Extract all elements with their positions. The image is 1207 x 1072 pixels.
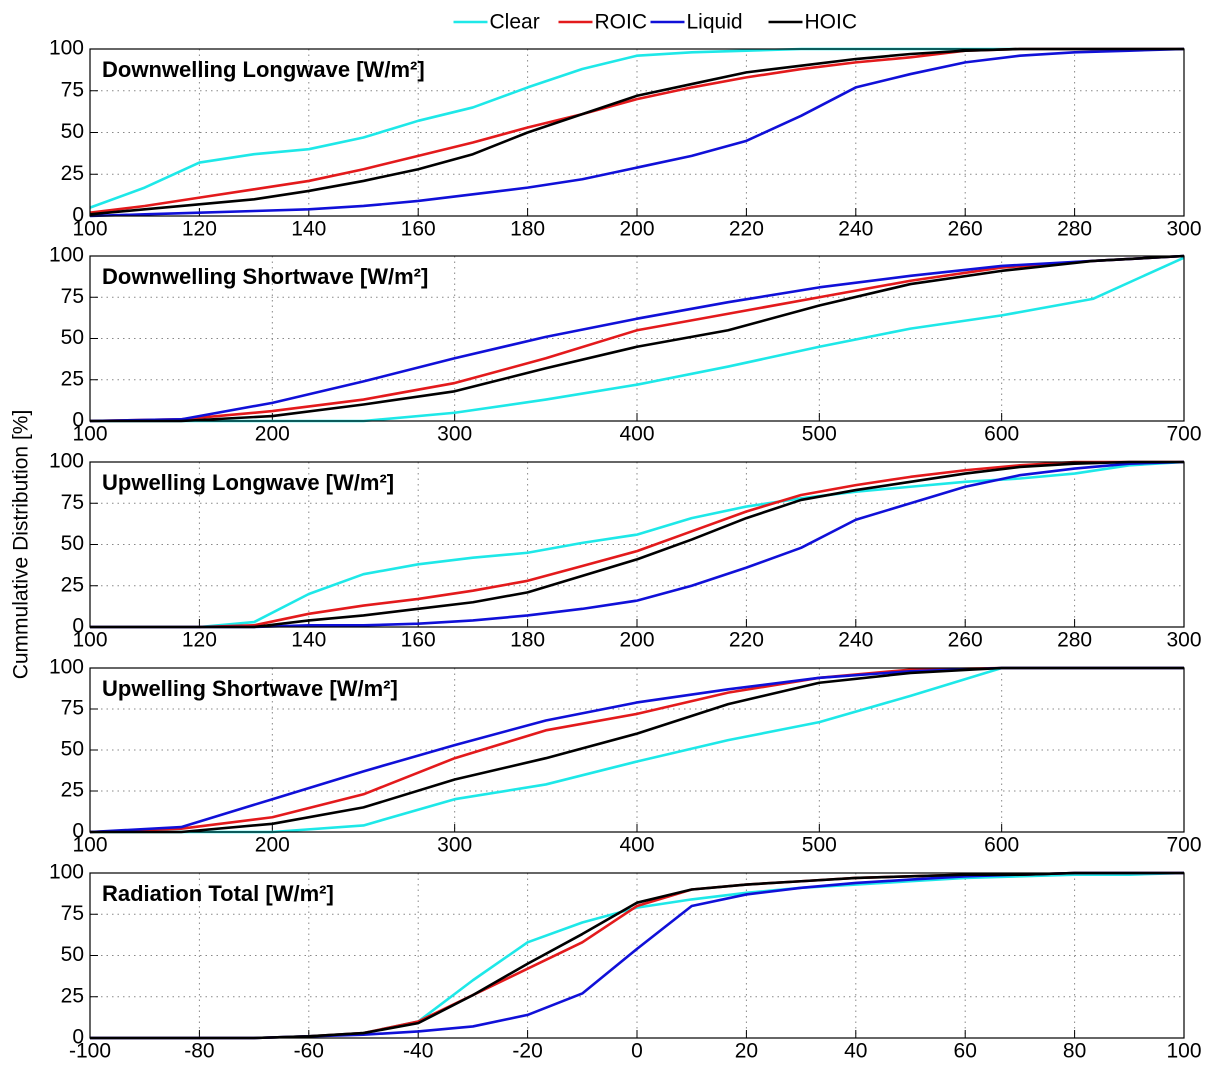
x-tick-label: -100 bbox=[69, 1040, 111, 1063]
x-tick-label: 120 bbox=[182, 629, 217, 652]
y-tick-label: 100 bbox=[49, 244, 84, 267]
x-tick-label: 220 bbox=[729, 629, 764, 652]
x-tick-label: 200 bbox=[255, 834, 290, 857]
x-tick-label: -80 bbox=[184, 1040, 214, 1063]
y-tick-label: 50 bbox=[61, 738, 84, 761]
x-tick-label: 140 bbox=[291, 218, 326, 241]
x-tick-label: 600 bbox=[984, 834, 1019, 857]
x-tick-label: 300 bbox=[1166, 629, 1201, 652]
x-tick-label: 700 bbox=[1166, 423, 1201, 446]
x-tick-label: 100 bbox=[72, 834, 107, 857]
y-tick-label: 100 bbox=[49, 861, 84, 884]
plot-frame bbox=[89, 461, 1185, 628]
x-tick-label: 0 bbox=[631, 1040, 643, 1063]
x-tick-label: 280 bbox=[1057, 629, 1092, 652]
y-tick-label: 100 bbox=[49, 656, 84, 679]
series-line bbox=[89, 254, 1185, 423]
y-tick-label: 0 bbox=[72, 820, 84, 843]
x-tick-label: 260 bbox=[948, 218, 983, 241]
x-tick-label: 180 bbox=[510, 629, 545, 652]
y-tick-label: 100 bbox=[49, 450, 84, 473]
y-tick-label: 0 bbox=[72, 1026, 84, 1049]
x-tick-label: 400 bbox=[619, 423, 654, 446]
x-tick-label: -40 bbox=[403, 1040, 433, 1063]
plot-frame bbox=[89, 667, 1185, 833]
x-tick-label: 240 bbox=[838, 629, 873, 652]
series-line bbox=[90, 254, 1185, 423]
x-tick-label: 700 bbox=[1166, 834, 1201, 857]
x-tick-label: 100 bbox=[1166, 1040, 1201, 1063]
x-tick-label: -60 bbox=[294, 1040, 324, 1063]
y-tick-label: 50 bbox=[61, 532, 84, 555]
x-tick-label: 200 bbox=[619, 629, 654, 652]
y-tick-label: 50 bbox=[61, 326, 84, 349]
y-tick-label: 75 bbox=[61, 491, 84, 514]
y-tick-label: 0 bbox=[72, 615, 84, 638]
x-tick-label: 300 bbox=[437, 834, 472, 857]
legend-label: HOIC bbox=[805, 11, 858, 34]
plot-frame bbox=[89, 255, 1185, 422]
y-tick-label: 50 bbox=[61, 943, 84, 966]
panel-title: Radiation Total [W/m²] bbox=[102, 881, 334, 906]
legend-label: ROIC bbox=[595, 11, 648, 34]
x-tick-label: 140 bbox=[291, 629, 326, 652]
y-tick-label: 25 bbox=[61, 162, 84, 185]
x-tick-label: 200 bbox=[255, 423, 290, 446]
y-tick-label: 25 bbox=[61, 779, 84, 802]
plot-frame bbox=[89, 48, 1185, 217]
x-tick-label: 240 bbox=[838, 218, 873, 241]
x-tick-label: 400 bbox=[619, 834, 654, 857]
x-tick-label: 180 bbox=[510, 218, 545, 241]
plot-frame bbox=[89, 872, 1185, 1039]
x-tick-label: 100 bbox=[72, 423, 107, 446]
y-tick-label: 50 bbox=[61, 120, 84, 143]
x-tick-label: 60 bbox=[954, 1040, 977, 1063]
x-tick-label: 260 bbox=[948, 629, 983, 652]
y-tick-label: 100 bbox=[49, 37, 84, 60]
y-tick-label: 75 bbox=[61, 902, 84, 925]
x-tick-label: 120 bbox=[182, 218, 217, 241]
panel-title: Downwelling Shortwave [W/m²] bbox=[102, 264, 428, 289]
series-line bbox=[89, 47, 1185, 218]
x-tick-label: 100 bbox=[72, 218, 107, 241]
series-line bbox=[89, 254, 1185, 423]
y-tick-label: 25 bbox=[61, 573, 84, 596]
legend-label: Clear bbox=[490, 11, 540, 34]
y-tick-label: 0 bbox=[72, 204, 84, 227]
series-line bbox=[90, 460, 1184, 629]
x-tick-label: 220 bbox=[729, 218, 764, 241]
x-tick-label: 300 bbox=[437, 423, 472, 446]
series-line bbox=[90, 460, 1184, 629]
x-tick-label: -20 bbox=[512, 1040, 542, 1063]
y-tick-label: 25 bbox=[61, 984, 84, 1007]
y-tick-label: 0 bbox=[72, 409, 84, 432]
x-tick-label: 160 bbox=[401, 218, 436, 241]
x-tick-label: 600 bbox=[984, 423, 1019, 446]
x-tick-label: 500 bbox=[802, 423, 837, 446]
panel-title: Upwelling Shortwave [W/m²] bbox=[102, 676, 398, 701]
y-tick-label: 75 bbox=[61, 697, 84, 720]
x-tick-label: 40 bbox=[844, 1040, 867, 1063]
x-tick-label: 280 bbox=[1057, 218, 1092, 241]
x-tick-label: 300 bbox=[1166, 218, 1201, 241]
x-tick-label: 80 bbox=[1063, 1040, 1086, 1063]
y-axis-label: Cummulative Distribution [%] bbox=[10, 410, 33, 680]
x-tick-label: 160 bbox=[401, 629, 436, 652]
x-tick-label: 100 bbox=[72, 629, 107, 652]
legend-label: Liquid bbox=[687, 11, 743, 34]
y-tick-label: 75 bbox=[61, 285, 84, 308]
y-tick-label: 25 bbox=[61, 367, 84, 390]
x-tick-label: 500 bbox=[802, 834, 837, 857]
x-tick-label: 200 bbox=[619, 218, 654, 241]
panel-title: Upwelling Longwave [W/m²] bbox=[102, 470, 394, 495]
panel-title: Downwelling Longwave [W/m²] bbox=[102, 57, 425, 82]
y-tick-label: 75 bbox=[61, 78, 84, 101]
x-tick-label: 20 bbox=[735, 1040, 758, 1063]
